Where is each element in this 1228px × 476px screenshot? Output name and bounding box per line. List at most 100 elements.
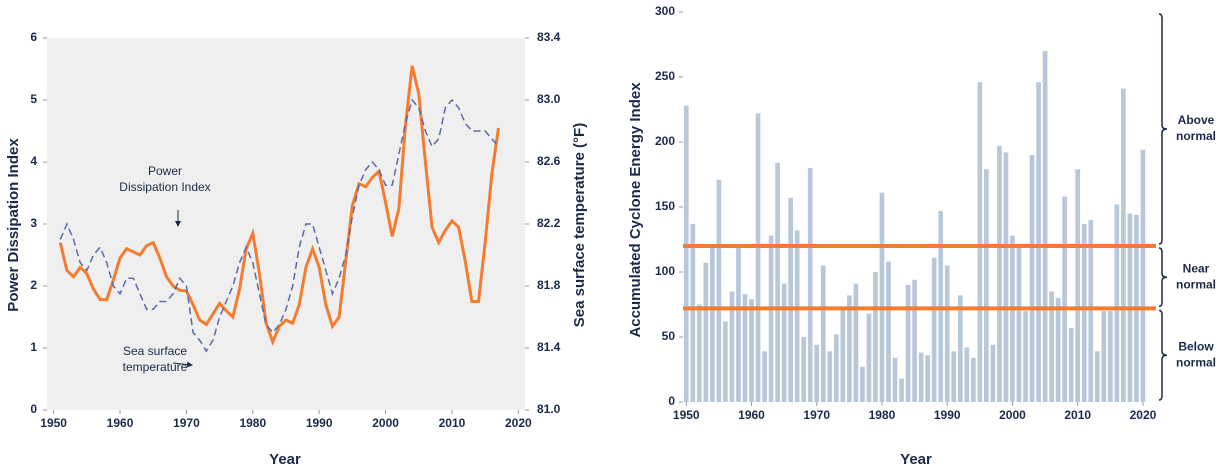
bar: [892, 357, 898, 402]
bar: [827, 351, 833, 402]
annotation: temperature: [123, 360, 188, 374]
x-tick-label: 1980: [869, 408, 896, 422]
bar: [984, 169, 989, 402]
bar: [1101, 311, 1107, 402]
x-tick-label: 2020: [505, 416, 532, 430]
bracket: [1158, 247, 1168, 308]
y2-tick-label: 81.0: [537, 402, 561, 416]
x-tick-label: 1990: [934, 408, 961, 422]
bar: [755, 113, 761, 403]
x-tick-label: 2000: [372, 416, 399, 430]
bar: [742, 294, 748, 402]
y-axis-label: Accumulated Cyclone Energy Index: [627, 82, 644, 338]
plot-background: [47, 38, 525, 410]
x-tick-label: 1970: [803, 408, 830, 422]
bar: [1107, 311, 1113, 402]
bracket: [1158, 309, 1168, 401]
bar: [853, 283, 859, 402]
y-tick-label: 200: [655, 134, 675, 148]
bracket-label: normal: [1176, 129, 1216, 143]
bar: [768, 235, 774, 402]
bar: [879, 192, 885, 402]
x-tick-label: 2010: [439, 416, 466, 430]
bar: [1140, 149, 1146, 402]
bracket: [1158, 13, 1168, 245]
bar: [1055, 298, 1061, 402]
bar: [716, 179, 722, 402]
y-tick-label: 3: [30, 216, 37, 230]
bar: [703, 262, 709, 402]
bar: [710, 246, 715, 402]
y-tick-label: 2: [30, 278, 37, 292]
y-tick-label: 50: [662, 329, 676, 343]
bar: [690, 223, 696, 402]
y2-tick-label: 81.4: [537, 340, 561, 354]
y-axis-label: Power Dissipation Index: [5, 138, 22, 312]
bar: [905, 285, 911, 402]
bar: [899, 378, 904, 402]
x-tick-label: 2020: [1130, 408, 1157, 422]
bar: [794, 230, 800, 402]
bar: [990, 344, 996, 402]
bar: [912, 279, 917, 402]
bar: [1036, 82, 1041, 402]
x-tick-label: 1970: [173, 416, 200, 430]
bar: [997, 145, 1002, 402]
x-axis-label: Year: [269, 451, 301, 468]
bar: [696, 304, 702, 402]
bar: [860, 366, 865, 402]
x-axis-label: Year: [900, 451, 932, 468]
bar: [951, 351, 957, 402]
bar: [833, 334, 839, 402]
bar: [944, 265, 950, 402]
x-tick-label: 1950: [673, 408, 700, 422]
y2-tick-label: 81.8: [537, 278, 561, 292]
y-tick-label: 250: [655, 69, 675, 83]
bar: [1016, 247, 1022, 402]
bar: [866, 313, 872, 402]
bar: [683, 105, 689, 402]
bar: [1023, 311, 1028, 402]
bar: [820, 265, 826, 402]
bar: [1062, 196, 1068, 402]
bar: [1049, 291, 1054, 402]
bar: [1003, 152, 1009, 402]
bar: [1029, 155, 1035, 402]
x-tick-label: 1980: [239, 416, 266, 430]
bar: [1042, 51, 1048, 402]
bracket-label: normal: [1176, 277, 1216, 291]
x-tick-label: 2000: [999, 408, 1026, 422]
bar: [775, 162, 780, 402]
x-tick-label: 2010: [1064, 408, 1091, 422]
bar: [1094, 351, 1100, 402]
y-tick-label: 5: [30, 92, 37, 106]
bar: [931, 257, 937, 402]
y-tick-label: 150: [655, 199, 675, 213]
y-tick-label: 1: [30, 340, 37, 354]
bar: [807, 168, 813, 402]
bar: [840, 308, 846, 402]
y-tick-label: 100: [655, 264, 675, 278]
bracket-label: Below: [1178, 339, 1214, 353]
annotation: Power: [148, 164, 182, 178]
bar: [1068, 327, 1074, 402]
bracket-label: Above: [1178, 113, 1215, 127]
bar: [1075, 169, 1081, 402]
bar: [814, 344, 820, 402]
bar: [918, 352, 924, 402]
annotation: Dissipation Index: [119, 180, 210, 194]
bar: [729, 291, 735, 402]
bar: [1010, 235, 1015, 402]
bar: [781, 283, 787, 402]
bar: [1114, 204, 1120, 402]
data-line: [58, 65, 500, 346]
y-tick-label: 0: [668, 394, 675, 408]
bar: [847, 295, 852, 402]
y2-tick-label: 83.0: [537, 92, 561, 106]
y-tick-label: 6: [30, 30, 37, 44]
y2-axis-label: Sea surface temperature (°F): [571, 123, 588, 327]
y-tick-label: 0: [30, 402, 37, 416]
bar: [1081, 223, 1087, 402]
bracket-label: normal: [1176, 355, 1216, 369]
